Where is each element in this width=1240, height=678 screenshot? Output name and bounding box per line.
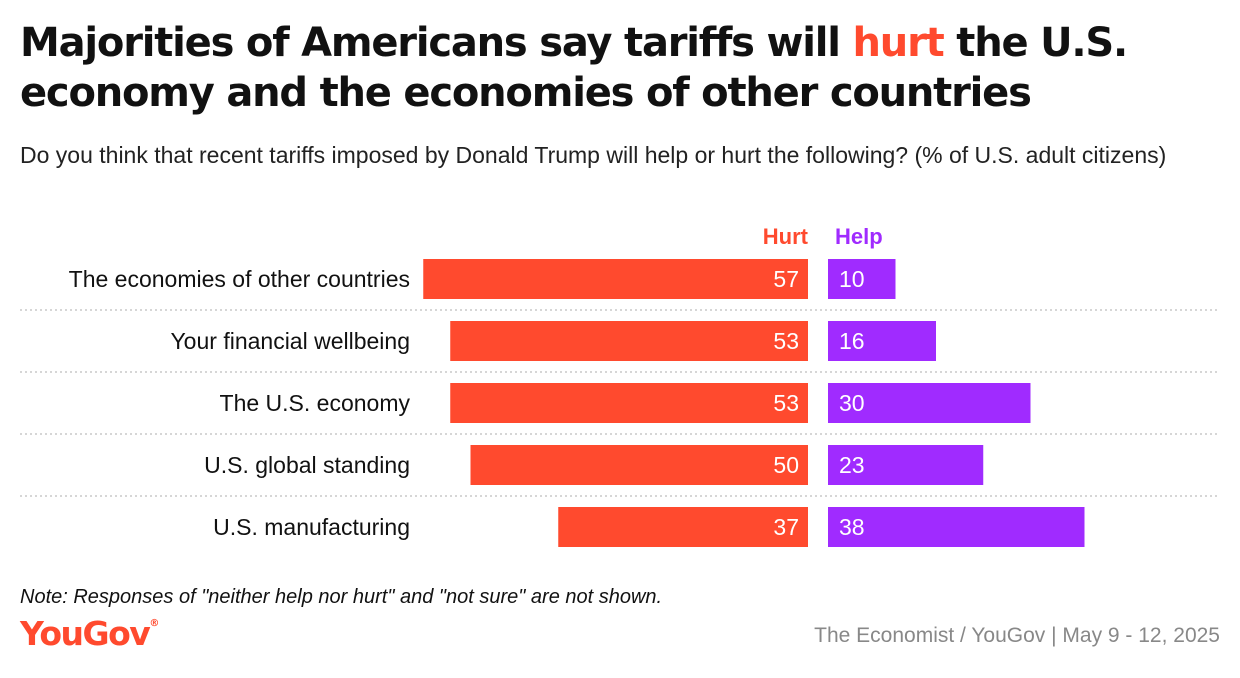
help-value-label: 16 — [839, 328, 865, 354]
title-part-2: the U.S. economy and the economies of ot… — [20, 20, 1128, 116]
registered-mark: ® — [149, 618, 160, 629]
legend-hurt: Hurt — [763, 224, 809, 249]
chart-subtitle: Do you think that recent tariffs imposed… — [20, 142, 1167, 168]
yougov-logo: YouGov® — [20, 614, 159, 653]
source-credit: The Economist / YouGov | May 9 - 12, 202… — [814, 624, 1220, 647]
help-value-label: 38 — [839, 514, 865, 540]
help-bar — [828, 383, 1031, 423]
category-label: The economies of other countries — [69, 266, 410, 292]
hurt-value-label: 50 — [773, 452, 799, 478]
hurt-bar — [558, 507, 808, 547]
help-bar — [828, 259, 896, 299]
hurt-bar — [423, 259, 808, 299]
hurt-bar — [450, 321, 808, 361]
help-value-label: 23 — [839, 452, 865, 478]
hurt-value-label: 57 — [773, 266, 799, 292]
bar-chart: Hurt Help The economies of other countries… — [20, 224, 1220, 547]
category-label: Your financial wellbeing — [170, 328, 410, 354]
help-bar — [828, 445, 984, 485]
hurt-value-label: 37 — [773, 514, 799, 540]
help-value-label: 30 — [839, 390, 865, 416]
chart-note: Note: Responses of "neither help nor hur… — [20, 586, 663, 608]
hurt-value-label: 53 — [773, 328, 799, 354]
category-label: U.S. global standing — [204, 452, 410, 478]
title-highlight: hurt — [852, 20, 945, 66]
hurt-bar — [470, 445, 808, 485]
hurt-bar — [450, 383, 808, 423]
chart-title: Majorities of Americans say tariffs will… — [20, 18, 1220, 118]
legend-help: Help — [835, 224, 883, 249]
help-bar — [828, 321, 936, 361]
help-bar — [828, 507, 1085, 547]
logo-text: YouGov — [20, 614, 151, 653]
category-label: U.S. manufacturing — [213, 514, 410, 540]
hurt-value-label: 53 — [773, 390, 799, 416]
help-value-label: 10 — [839, 266, 865, 292]
title-part-1: Majorities of Americans say tariffs will — [20, 20, 853, 66]
category-label: The U.S. economy — [220, 390, 411, 416]
